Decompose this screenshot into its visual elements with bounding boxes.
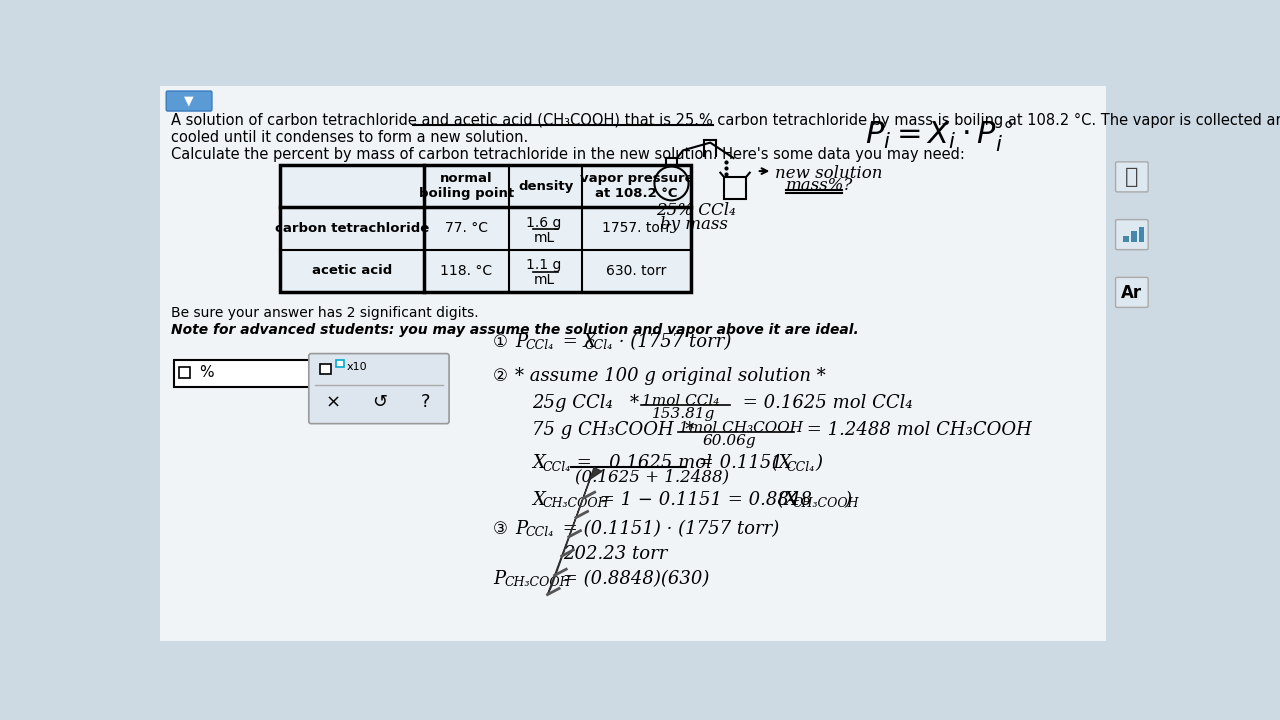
Text: (X: (X (765, 454, 791, 472)
Text: 25g CCl₄   *: 25g CCl₄ * (532, 395, 639, 413)
Bar (1139, 227, 1144, 242)
Text: CCl₄: CCl₄ (526, 526, 554, 539)
Text: normal
boiling point: normal boiling point (419, 172, 513, 200)
Text: ): ) (815, 454, 822, 472)
Text: CCl₄: CCl₄ (543, 461, 571, 474)
Text: 1mol CH₃COOH: 1mol CH₃COOH (680, 421, 804, 436)
Text: 1.6 g: 1.6 g (526, 216, 562, 230)
FancyBboxPatch shape (166, 91, 212, 111)
Text: X: X (532, 490, 545, 508)
Text: X: X (532, 454, 545, 472)
Text: mass%?: mass%? (786, 177, 854, 194)
Bar (335, 360, 343, 367)
Text: 🖩: 🖩 (1125, 167, 1138, 187)
Text: P: P (515, 520, 527, 538)
Bar (724, 177, 746, 199)
Text: =   0.1625 mol: = 0.1625 mol (571, 454, 712, 472)
Text: CCl₄: CCl₄ (585, 339, 613, 352)
Text: ↺: ↺ (371, 393, 387, 411)
Text: CCl₄: CCl₄ (786, 461, 814, 474)
Bar (179, 367, 191, 378)
Text: $P_i = X_i \cdot P_i^\circ$: $P_i = X_i \cdot P_i^\circ$ (865, 119, 1014, 153)
Text: Be sure your answer has 2 significant digits.: Be sure your answer has 2 significant di… (170, 306, 479, 320)
Text: 77. °C: 77. °C (444, 222, 488, 235)
Bar (280, 165, 691, 292)
Text: Calculate the percent by mass of carbon tetrachloride in the new solution. Here': Calculate the percent by mass of carbon … (170, 147, 965, 162)
Text: 75 g CH₃COOH  *: 75 g CH₃COOH * (532, 421, 694, 439)
Text: ▼: ▼ (184, 94, 193, 107)
Text: A solution of carbon tetrachloride and acetic acid (CH₃COOH) that is 25.% carbon: A solution of carbon tetrachloride and a… (170, 113, 1280, 128)
Text: 25% CCl₄: 25% CCl₄ (657, 202, 736, 219)
Text: ②: ② (493, 367, 508, 385)
Bar (320, 364, 332, 374)
Text: 630. torr: 630. torr (607, 264, 667, 278)
Text: * assume 100 g original solution *: * assume 100 g original solution * (515, 367, 826, 385)
Text: ×: × (325, 393, 340, 411)
Text: = 0.1151: = 0.1151 (694, 454, 783, 472)
Text: CH₃COOH: CH₃COOH (543, 497, 609, 510)
FancyBboxPatch shape (1116, 162, 1148, 192)
Text: = 1.2488 mol CH₃COOH: = 1.2488 mol CH₃COOH (801, 421, 1032, 439)
Text: 202.23 torr: 202.23 torr (563, 544, 667, 562)
Text: ③: ③ (493, 520, 508, 538)
Text: new solution: new solution (774, 165, 882, 182)
Bar (280, 165, 691, 292)
FancyBboxPatch shape (1116, 277, 1148, 307)
Text: cooled until it condenses to form a new solution.: cooled until it condenses to form a new … (170, 130, 529, 145)
Text: density: density (518, 179, 573, 193)
Text: Note for advanced students: you may assume the solution and vapor above it are i: Note for advanced students: you may assu… (170, 323, 859, 337)
Text: 1757. torr: 1757. torr (602, 222, 671, 235)
Text: %: % (198, 365, 214, 380)
Text: CCl₄: CCl₄ (526, 339, 554, 352)
Text: CH₃COOH: CH₃COOH (504, 576, 571, 589)
Text: x10: x10 (347, 362, 367, 372)
Text: 1.1 g: 1.1 g (526, 258, 562, 272)
Polygon shape (548, 467, 602, 595)
Text: = 1 − 0.1151 = 0.8848: = 1 − 0.1151 = 0.8848 (594, 490, 812, 508)
Text: (0.1625 + 1.2488): (0.1625 + 1.2488) (575, 468, 728, 485)
Text: vapor pressure
at 108.2 °C: vapor pressure at 108.2 °C (580, 172, 694, 200)
FancyBboxPatch shape (1116, 220, 1148, 250)
Text: 118. °C: 118. °C (440, 264, 493, 278)
Text: P: P (493, 570, 506, 588)
Text: mL: mL (534, 230, 554, 245)
Text: = (0.1151) · (1757 torr): = (0.1151) · (1757 torr) (557, 520, 780, 538)
Bar (1132, 231, 1137, 242)
Text: mL: mL (534, 273, 554, 287)
Bar (174, 360, 352, 387)
Text: = X: = X (557, 333, 596, 351)
Text: Ar: Ar (1121, 284, 1143, 302)
Text: carbon tetrachloride: carbon tetrachloride (275, 222, 429, 235)
Text: P: P (515, 333, 527, 351)
Text: ①: ① (493, 333, 508, 351)
Bar (1124, 235, 1129, 242)
Text: ): ) (845, 490, 851, 508)
Text: ?: ? (421, 393, 430, 411)
FancyBboxPatch shape (308, 354, 449, 423)
Text: 153.81g: 153.81g (652, 407, 716, 420)
Text: 60.06g: 60.06g (703, 433, 756, 448)
Text: = 0.1625 mol CCl₄: = 0.1625 mol CCl₄ (737, 395, 913, 413)
Text: acetic acid: acetic acid (312, 264, 392, 277)
Text: = (0.8848)(630): = (0.8848)(630) (557, 570, 709, 588)
Text: CH₃COOH: CH₃COOH (792, 497, 859, 510)
Text: · (1757 torr): · (1757 torr) (613, 333, 732, 351)
Text: by mass: by mass (660, 216, 728, 233)
Text: (X: (X (772, 490, 797, 508)
Text: 1mol CCl₄: 1mol CCl₄ (643, 395, 719, 408)
